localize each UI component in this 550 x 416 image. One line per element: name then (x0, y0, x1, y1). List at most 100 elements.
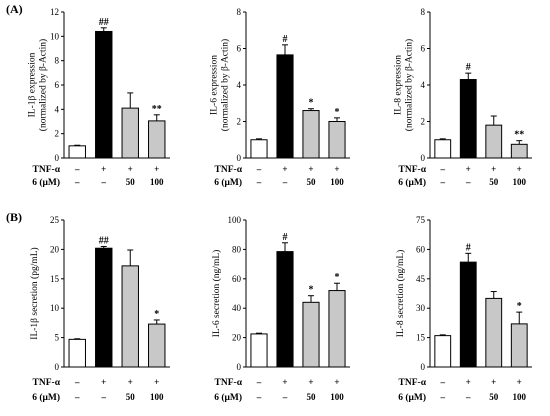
dose-condition: – (465, 392, 471, 402)
dose-condition: – (256, 392, 262, 402)
dose-label: 6 (μM) (214, 392, 242, 403)
y-tick-label: 8 (55, 56, 60, 66)
y-tick-label: 12 (50, 7, 59, 17)
chart-4: 0 5 10 15 20 25 IL-1β secretion (pg/mL) – – ## + – +… (29, 215, 170, 403)
y-tick-label: 0 (237, 153, 242, 163)
bar (510, 323, 528, 368)
chart-2: 0 2 4 6 8 IL-6 expression(normalized by β-Act… (210, 7, 350, 188)
bar (121, 265, 139, 368)
tnf-label: TNF-α (399, 165, 427, 175)
tnf-condition: + (491, 164, 496, 174)
y-axis-label-line: IL-6 expression (210, 55, 220, 115)
dose-condition: – (256, 177, 262, 187)
tnf-condition: + (282, 164, 287, 174)
bar (68, 145, 86, 159)
y-tick-label: 2 (421, 117, 426, 127)
dose-condition: 50 (489, 177, 499, 187)
significance-label: ## (99, 17, 109, 28)
dose-condition: 50 (126, 177, 136, 187)
dose-condition: – (440, 177, 446, 187)
y-axis-label-line: (normalized by β-Actin) (404, 39, 415, 131)
bar (95, 247, 113, 368)
chart-1: 0 2 4 6 8 10 12 IL-1β expression(normalized by … (28, 7, 170, 188)
y-axis-label: IL-6 secretion (ng/mL) (211, 250, 222, 338)
chart-6: 0 15 30 45 60 75 IL-8 secretion (ng/mL) – – # + – +5… (395, 215, 532, 403)
dose-condition: – (465, 177, 471, 187)
y-axis-label-line: (normalized by β-Actin) (220, 39, 231, 131)
dose-label: 6 (μM) (214, 177, 242, 188)
y-tick-label: 45 (416, 274, 426, 284)
y-tick-label: 40 (232, 303, 242, 313)
dose-condition: 100 (150, 177, 164, 187)
bar (328, 121, 346, 159)
bar (276, 251, 294, 368)
y-tick-label: 6 (55, 80, 60, 90)
y-axis-label: IL-1β expression(normalized by β-Actin) (28, 39, 49, 131)
significance-label: # (466, 242, 471, 253)
y-axis-label: IL-6 expression(normalized by β-Actin) (210, 39, 231, 131)
tnf-condition: + (517, 377, 522, 387)
y-tick-label: 4 (421, 80, 426, 90)
bar (459, 79, 477, 159)
y-tick-label: 8 (421, 7, 426, 17)
tnf-condition: + (334, 377, 339, 387)
bar (302, 301, 320, 368)
tnf-label: TNF-α (33, 378, 61, 388)
tnf-condition: + (308, 377, 313, 387)
y-tick-label: 20 (232, 333, 242, 343)
bar (250, 139, 268, 159)
y-tick-label: 60 (416, 244, 426, 254)
dose-label: 6 (μM) (32, 177, 60, 188)
significance-label: * (309, 285, 314, 296)
tnf-condition: – (440, 164, 446, 174)
tnf-label: TNF-α (399, 378, 427, 388)
tnf-condition: – (256, 164, 262, 174)
tnf-condition: + (282, 377, 287, 387)
bar (95, 30, 113, 159)
bar (434, 335, 452, 368)
dose-condition: 50 (489, 392, 499, 402)
y-tick-label: 6 (237, 44, 242, 54)
y-axis-label-line: IL-1β expression (28, 52, 38, 117)
tnf-condition: – (256, 377, 262, 387)
bar (328, 290, 346, 368)
y-tick-label: 0 (421, 362, 426, 372)
tnf-condition: + (154, 377, 159, 387)
y-tick-label: 15 (416, 333, 426, 343)
y-axis-label: IL-1β secretion (pg/mL) (29, 247, 40, 339)
y-tick-label: 6 (421, 44, 426, 54)
dose-condition: – (74, 177, 80, 187)
significance-label: # (283, 232, 288, 243)
y-tick-label: 8 (237, 7, 242, 17)
chart-5: 0 20 40 60 80 100 IL-6 secretion (ng/mL) – – # + – *… (211, 215, 350, 403)
tnf-label: TNF-α (215, 378, 243, 388)
significance-label: ** (514, 130, 524, 141)
significance-label: ** (152, 104, 162, 115)
tnf-condition: – (440, 377, 446, 387)
significance-label: * (335, 272, 340, 283)
panel-label-b: (B) (6, 210, 22, 224)
y-tick-label: 2 (55, 129, 60, 139)
y-tick-label: 5 (55, 333, 60, 343)
tnf-label: TNF-α (215, 165, 243, 175)
significance-label: ## (99, 235, 109, 246)
y-tick-label: 15 (50, 274, 60, 284)
y-tick-label: 4 (55, 104, 60, 114)
dose-condition: – (440, 392, 446, 402)
chart-3: 0 2 4 6 8 IL-8 expression(normalized by β-Act… (394, 7, 532, 188)
y-tick-label: 0 (55, 153, 60, 163)
y-tick-label: 75 (416, 215, 426, 225)
significance-label: * (335, 107, 340, 118)
bar (121, 107, 139, 159)
bar (485, 297, 503, 368)
y-tick-label: 20 (50, 244, 60, 254)
dose-label: 6 (μM) (398, 392, 426, 403)
dose-condition: – (101, 177, 107, 187)
dose-condition: 50 (307, 177, 317, 187)
bar (276, 54, 294, 159)
significance-label: # (466, 62, 471, 73)
bar (68, 338, 86, 368)
tnf-condition: + (466, 377, 471, 387)
tnf-condition: – (74, 164, 80, 174)
